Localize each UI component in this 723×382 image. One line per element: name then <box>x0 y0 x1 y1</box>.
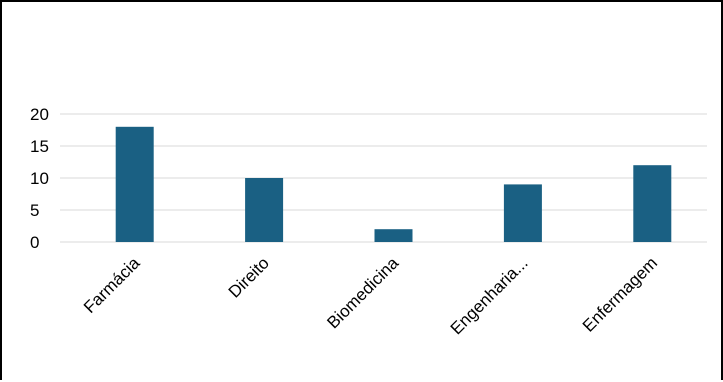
x-axis-labels: Farmácia Direito Biomedicina Engenharia... E… <box>80 253 661 338</box>
x-category-label: Engenharia... <box>447 253 532 338</box>
bar-4 <box>503 184 542 242</box>
bar-1 <box>115 126 154 242</box>
x-category-label: Biomedicina <box>323 253 402 332</box>
y-axis-ticks: 0 5 10 15 20 <box>30 105 49 252</box>
y-tick-label: 10 <box>30 169 49 188</box>
y-tick-label: 0 <box>30 233 39 252</box>
y-tick-label: 15 <box>30 137 49 156</box>
bar-3 <box>374 229 413 242</box>
x-category-label: Direito <box>225 253 273 301</box>
bar-2 <box>245 178 284 242</box>
bars <box>115 126 672 242</box>
x-category-label: Enfermagem <box>579 253 661 335</box>
gridlines <box>60 113 707 243</box>
y-tick-label: 20 <box>30 105 49 124</box>
x-category-label: Farmácia <box>80 253 144 317</box>
bar-5 <box>633 165 672 242</box>
y-tick-label: 5 <box>30 201 39 220</box>
